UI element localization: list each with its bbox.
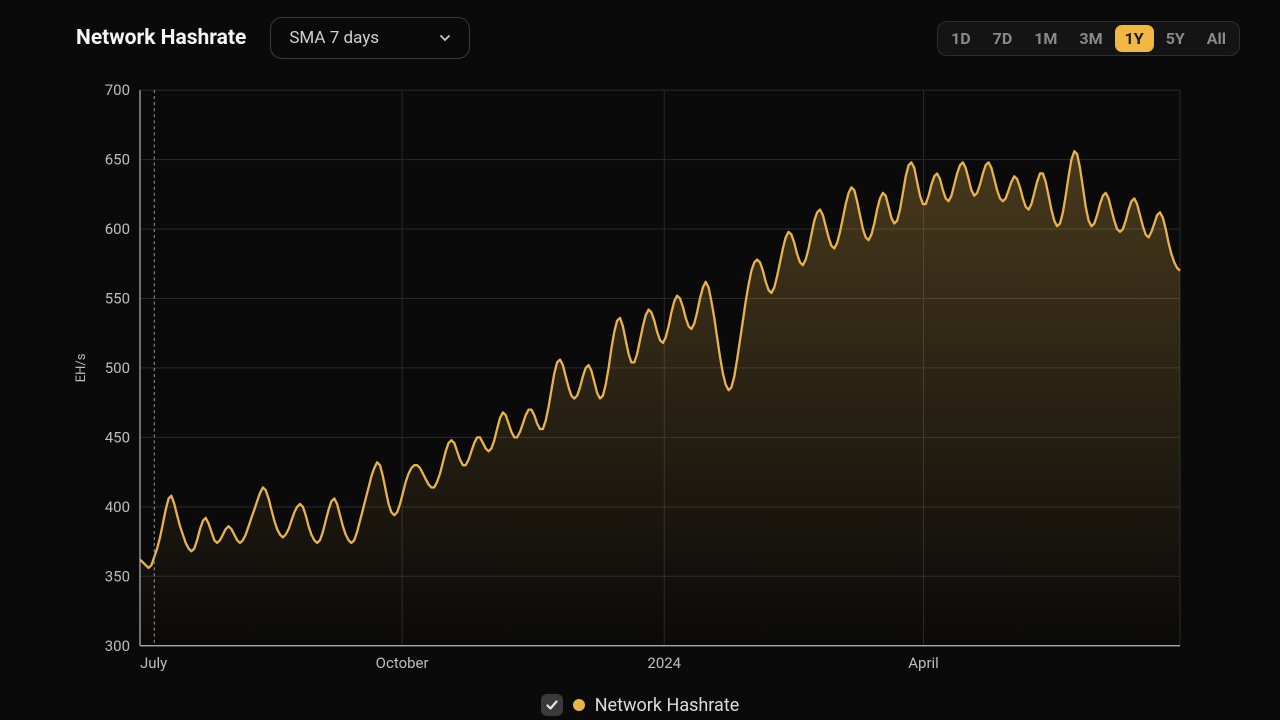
svg-text:650: 650: [105, 151, 130, 169]
chevron-down-icon: [439, 32, 451, 44]
range-1d[interactable]: 1D: [941, 25, 981, 52]
time-range-selector: 1D7D1M3M1Y5YAll: [937, 21, 1240, 56]
svg-text:EH/s: EH/s: [74, 353, 89, 382]
sma-dropdown[interactable]: SMA 7 days: [270, 17, 470, 59]
svg-text:500: 500: [105, 359, 130, 377]
svg-text:550: 550: [105, 289, 130, 307]
chart-title: Network Hashrate: [40, 26, 246, 50]
range-all[interactable]: All: [1197, 25, 1236, 52]
chart-header: Network Hashrate SMA 7 days 1D7D1M3M1Y5Y…: [40, 18, 1240, 58]
range-5y[interactable]: 5Y: [1156, 25, 1195, 52]
svg-text:300: 300: [105, 637, 130, 655]
legend-toggle-checkbox[interactable]: [541, 694, 563, 716]
range-1m[interactable]: 1M: [1024, 25, 1067, 52]
range-1y[interactable]: 1Y: [1115, 25, 1154, 52]
range-3m[interactable]: 3M: [1069, 25, 1112, 52]
svg-text:April: April: [908, 654, 939, 672]
svg-text:450: 450: [105, 428, 130, 446]
svg-text:350: 350: [105, 567, 130, 585]
svg-text:700: 700: [105, 81, 130, 99]
svg-text:600: 600: [105, 220, 130, 238]
svg-text:400: 400: [105, 498, 130, 516]
svg-text:October: October: [376, 654, 429, 672]
svg-text:2024: 2024: [647, 654, 681, 672]
check-icon: [545, 698, 559, 712]
legend-color-swatch: [573, 699, 585, 711]
range-7d[interactable]: 7D: [983, 25, 1023, 52]
legend-series-label: Network Hashrate: [595, 695, 740, 716]
svg-text:July: July: [140, 654, 167, 672]
chart-legend: Network Hashrate: [40, 694, 1240, 716]
hashrate-chart: 300 350 400 450 500 550 600 650 700 EH/s July Octob…: [40, 72, 1240, 686]
sma-dropdown-label: SMA 7 days: [289, 28, 379, 48]
